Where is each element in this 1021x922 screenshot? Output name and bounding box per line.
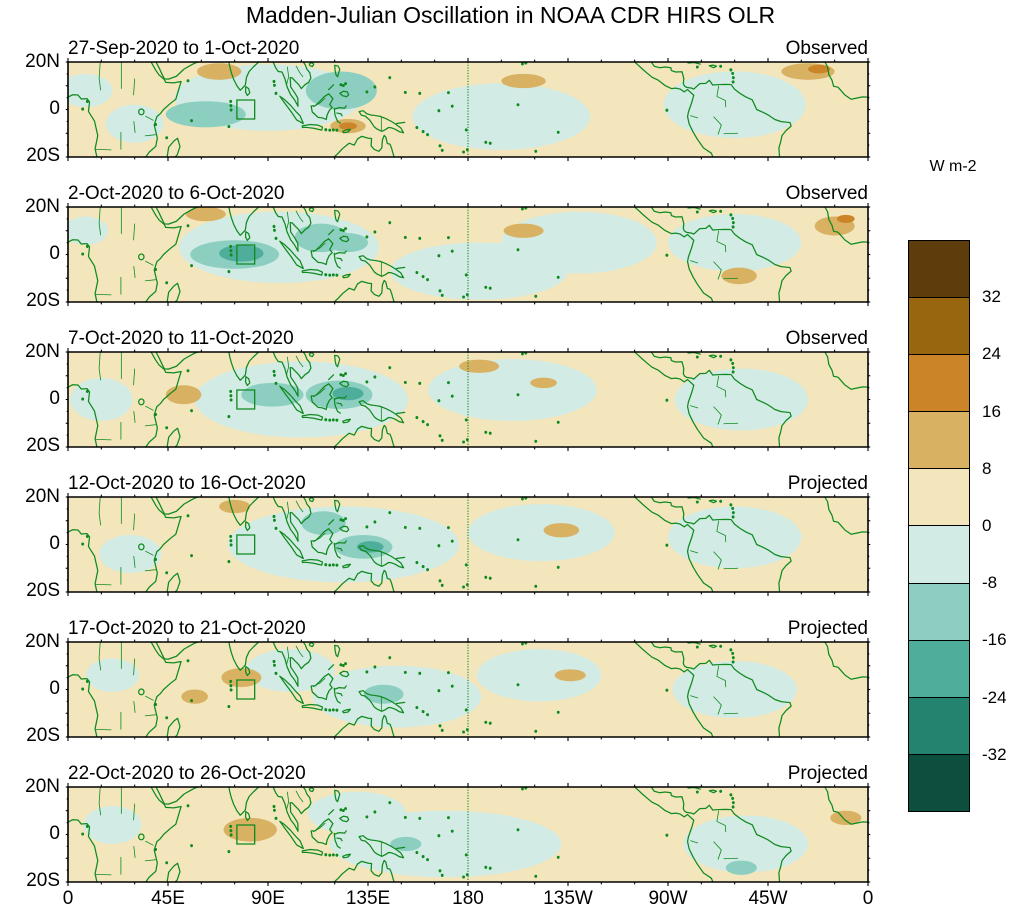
- x-tick-label: 45E: [151, 888, 185, 909]
- colorbar-units-label: W m-2: [929, 158, 977, 175]
- panel-3-status: Observed: [785, 328, 868, 349]
- panel-6-status: Projected: [787, 763, 868, 784]
- map-frame: [68, 207, 868, 302]
- map-plot-3: [68, 352, 868, 447]
- y-tick-20s: 20S: [26, 145, 60, 166]
- y-tick-20n: 20N: [25, 341, 60, 362]
- y-tick-0: 0: [49, 98, 60, 119]
- panel-4: 12-Oct-2020 to 16-Oct-2020 Projected 20N…: [0, 471, 1021, 601]
- y-tick-0: 0: [49, 823, 60, 844]
- colorbar-segment: [909, 469, 969, 527]
- y-tick-0: 0: [49, 388, 60, 409]
- y-tick-20s: 20S: [26, 290, 60, 311]
- anomaly-field: [68, 62, 868, 157]
- map-plot-6: [68, 787, 868, 882]
- map-plot-5: [68, 642, 868, 737]
- colorbar-tick-label: -24: [982, 687, 1007, 707]
- panel-1-status: Observed: [785, 38, 868, 59]
- panel-5: 17-Oct-2020 to 21-Oct-2020 Projected 20N…: [0, 616, 1021, 746]
- map-frame: [68, 497, 868, 592]
- y-tick-20s: 20S: [26, 870, 60, 891]
- y-tick-20s: 20S: [26, 580, 60, 601]
- map-plot-2: [68, 207, 868, 302]
- colorbar-tick-label: -32: [982, 744, 1007, 764]
- panel-3: 7-Oct-2020 to 11-Oct-2020 Observed 20N 0…: [0, 326, 1021, 456]
- colorbar-segment: [909, 412, 969, 470]
- colorbar-tick-label: 8: [982, 458, 992, 478]
- x-tick-label: 0: [62, 888, 74, 909]
- y-tick-0: 0: [49, 243, 60, 264]
- map-frame: [68, 352, 868, 447]
- x-tick-label: 0: [862, 888, 874, 909]
- colorbar-tick-label: 16: [982, 401, 1001, 421]
- colorbar-segment: [909, 526, 969, 584]
- map-frame: [68, 787, 868, 882]
- panel-2-date-range: 2-Oct-2020 to 6-Oct-2020: [68, 183, 285, 204]
- panel-3-date-range: 7-Oct-2020 to 11-Oct-2020: [68, 328, 294, 349]
- map-frame: [68, 642, 868, 737]
- x-tick-label: 90E: [251, 888, 285, 909]
- y-tick-20n: 20N: [25, 631, 60, 652]
- y-tick-20n: 20N: [25, 51, 60, 72]
- colorbar-tick-label: 24: [982, 344, 1001, 364]
- panel-1-date-range: 27-Sep-2020 to 1-Oct-2020: [68, 38, 300, 59]
- panel-2-status: Observed: [785, 183, 868, 204]
- colorbar-segment: [909, 298, 969, 356]
- y-tick-20n: 20N: [25, 486, 60, 507]
- anomaly-field: [68, 497, 868, 592]
- map-frame: [68, 62, 868, 157]
- panel-5-date-range: 17-Oct-2020 to 21-Oct-2020: [68, 618, 306, 639]
- panel-2: 2-Oct-2020 to 6-Oct-2020 Observed 20N 0 …: [0, 181, 1021, 311]
- index-region-box: [237, 535, 255, 554]
- panel-6: 22-Oct-2020 to 26-Oct-2020 Projected 20N…: [0, 761, 1021, 891]
- colorbar-segment: [909, 583, 969, 641]
- y-tick-20s: 20S: [26, 725, 60, 746]
- colorbar-tick-label: 0: [982, 516, 992, 535]
- index-region-box: [237, 825, 255, 844]
- index-region-box: [237, 390, 255, 409]
- x-tick-label: 90W: [648, 888, 688, 909]
- colorbar-segment: [909, 697, 969, 755]
- x-axis-labels: 0 45E 90E 135E 180 135W 90W 45W 0: [63, 888, 874, 914]
- x-tick-label: 135W: [543, 888, 593, 909]
- panel-6-date-range: 22-Oct-2020 to 26-Oct-2020: [68, 763, 306, 784]
- index-region-box: [237, 680, 255, 699]
- colorbar-tick-label: 32: [982, 287, 1001, 307]
- colorbar-tick-labels: 32 24 16 8 0 -8 -16 -24 -32: [982, 240, 1021, 812]
- y-tick-0: 0: [49, 533, 60, 554]
- map-plot-4: [68, 497, 868, 592]
- x-tick-label: 135E: [345, 888, 391, 909]
- anomaly-field: [68, 207, 868, 302]
- colorbar-segment: [909, 640, 969, 698]
- colorbar-segment: [909, 355, 969, 413]
- y-tick-20n: 20N: [25, 196, 60, 217]
- colorbar-segment: [909, 241, 969, 299]
- map-plot-1: [68, 62, 868, 157]
- y-tick-20s: 20S: [26, 435, 60, 456]
- panel-5-status: Projected: [787, 618, 868, 639]
- index-region-box: [237, 245, 255, 264]
- panel-4-date-range: 12-Oct-2020 to 16-Oct-2020: [68, 473, 306, 494]
- x-tick-label: 45W: [748, 888, 788, 909]
- panel-1: 27-Sep-2020 to 1-Oct-2020 Observed 20N 0…: [0, 36, 1021, 166]
- colorbar-segment: [909, 754, 969, 811]
- y-tick-0: 0: [49, 678, 60, 699]
- colorbar: [908, 240, 970, 812]
- colorbar-tick-label: -16: [982, 630, 1007, 650]
- colorbar-tick-label: -8: [982, 573, 998, 593]
- figure-title: Madden-Julian Oscillation in NOAA CDR HI…: [245, 2, 776, 28]
- index-region-box: [237, 100, 255, 119]
- panel-4-status: Projected: [787, 473, 868, 494]
- x-tick-label: 180: [452, 888, 484, 909]
- y-tick-20n: 20N: [25, 776, 60, 797]
